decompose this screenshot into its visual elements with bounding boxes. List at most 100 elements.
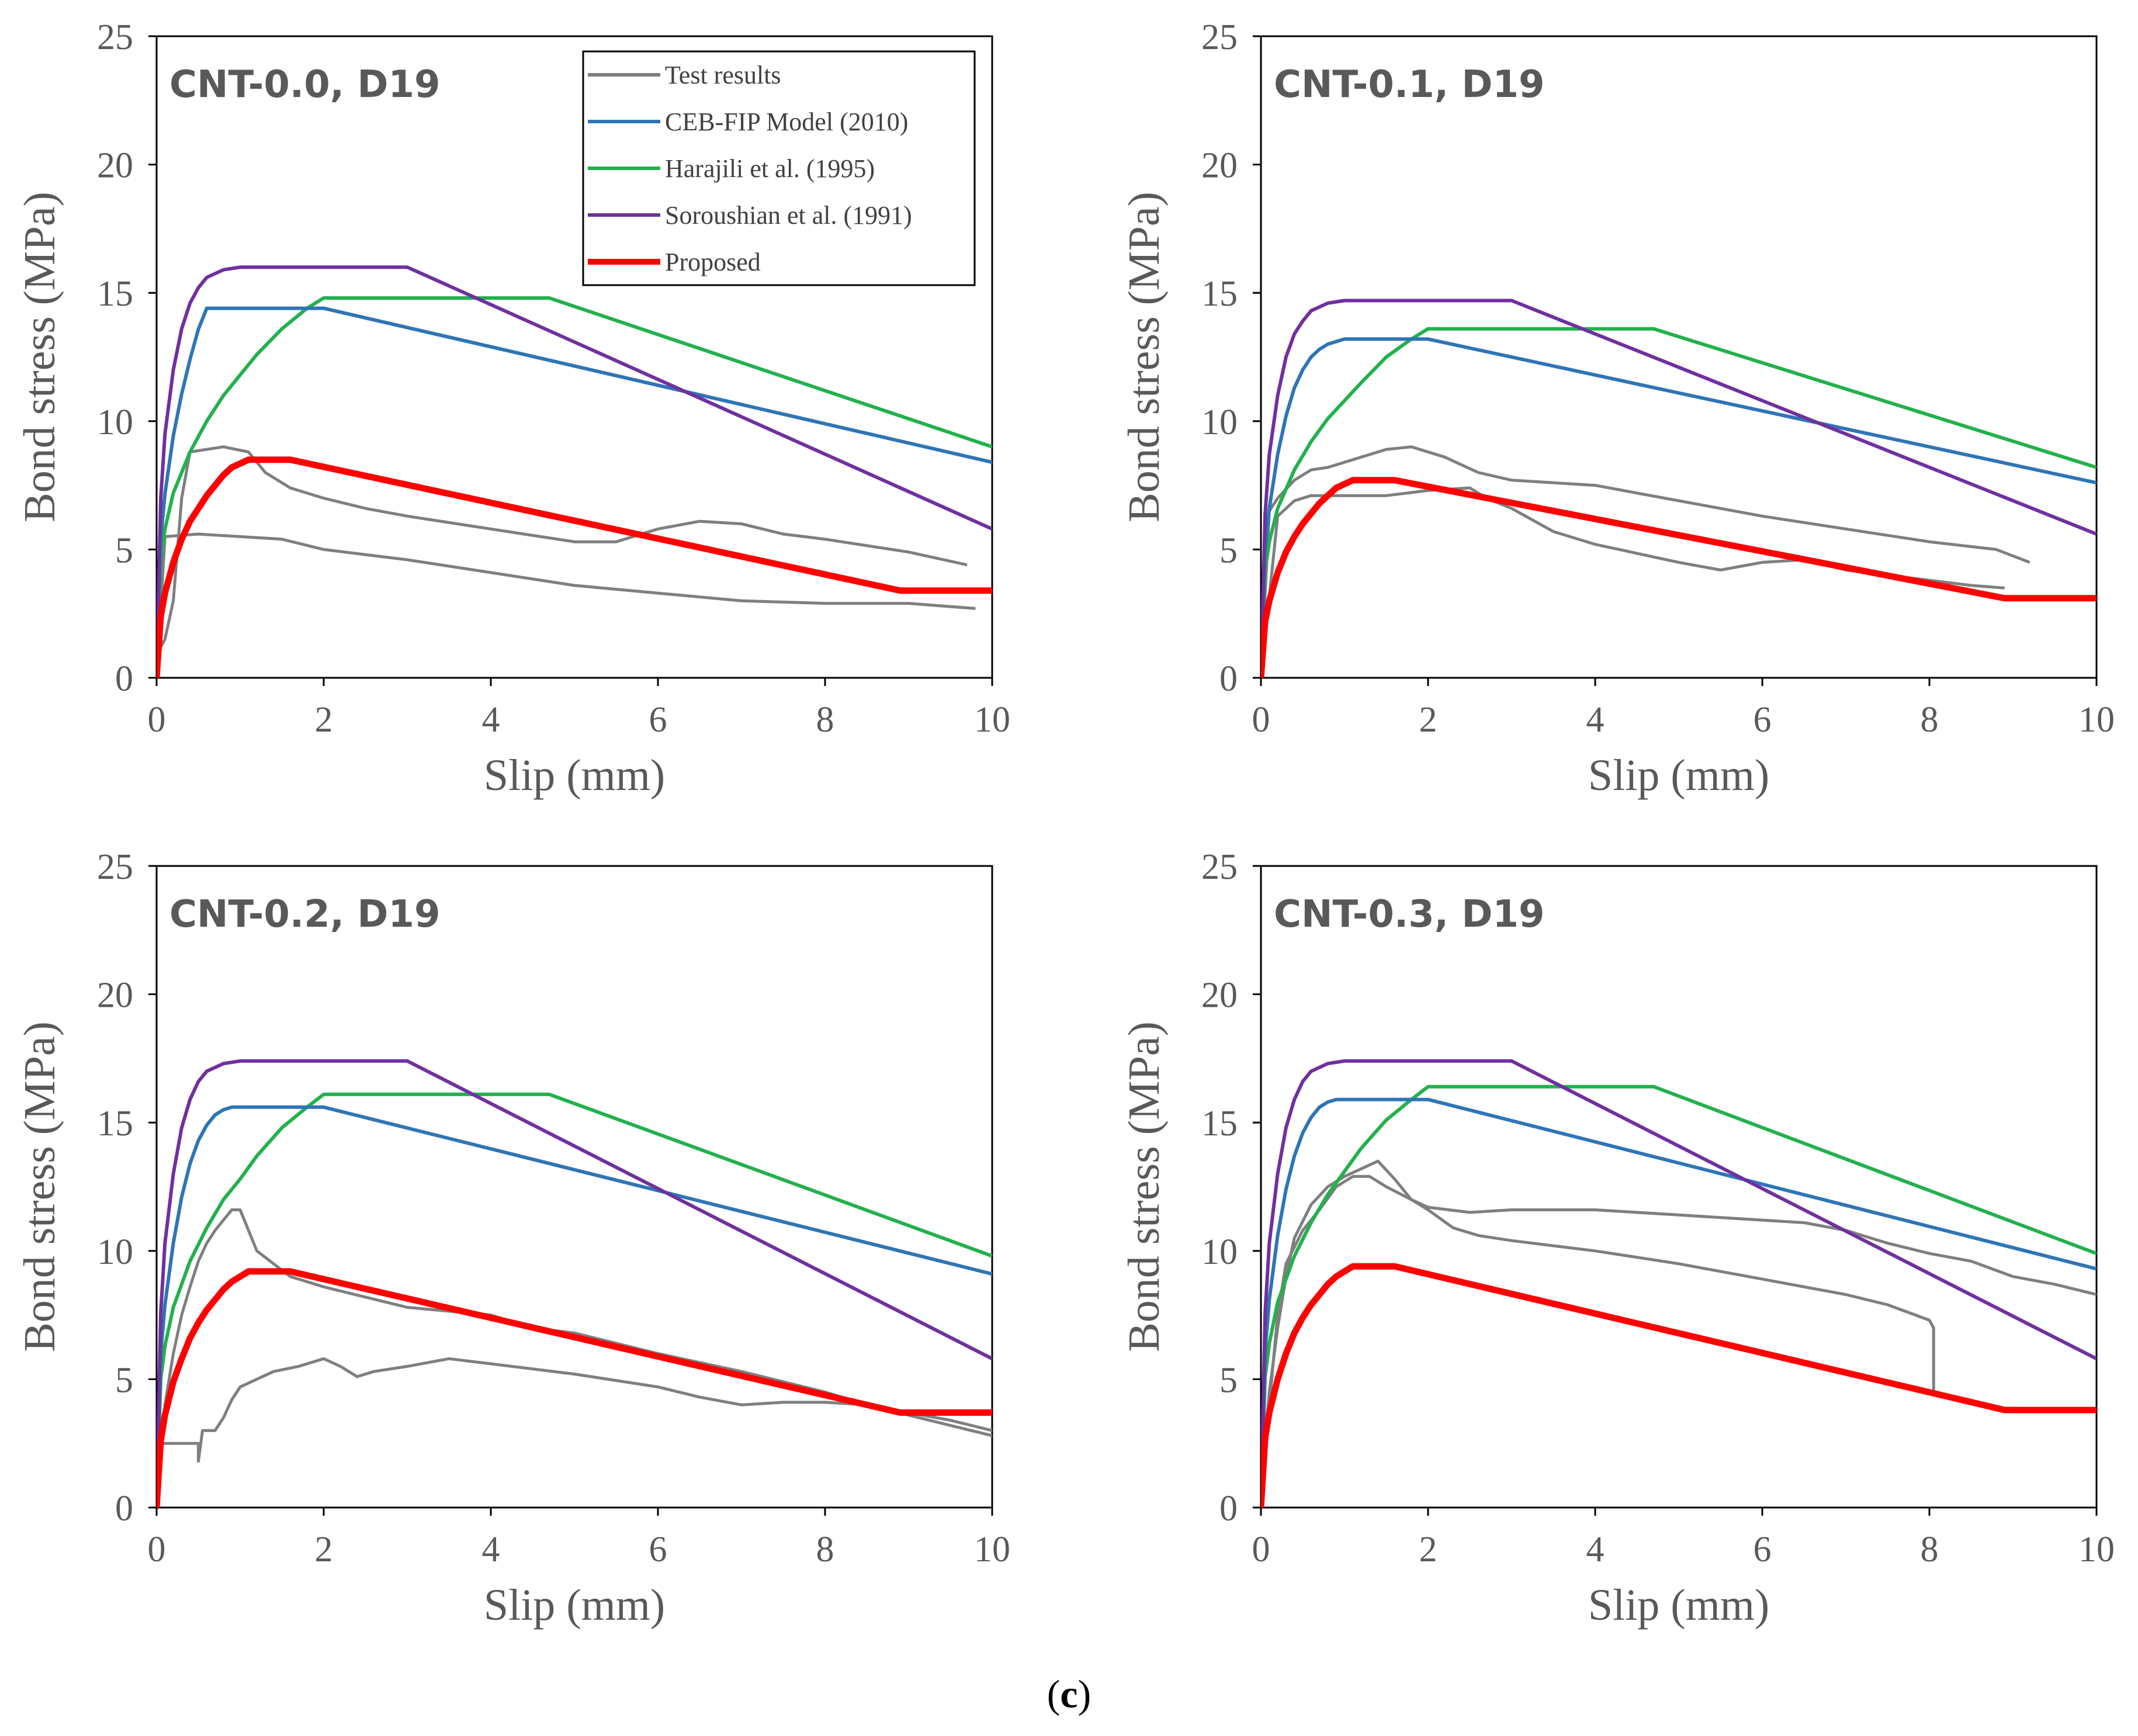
panel-title: CNT-0.1, D19 [1274,63,1545,106]
series-line-harajili [1261,1084,2097,1508]
x-tick-label: 4 [482,700,500,740]
caption-letter: c [1060,1672,1078,1716]
y-tick-label: 0 [1219,1489,1238,1529]
series-line-ceb [1261,337,2097,678]
x-tick-label: 8 [1921,1530,1939,1569]
y-tick-label: 20 [97,976,133,1016]
series-line-proposed [1261,477,2097,678]
x-tick-label: 6 [1754,700,1772,740]
series-line-test [1261,1159,2097,1508]
x-tick-label: 6 [1754,1530,1772,1569]
x-tick-label: 2 [1419,1530,1437,1569]
x-tick-label: 4 [482,1530,500,1569]
y-tick-label: 20 [97,146,133,186]
y-tick-label: 25 [1201,18,1238,57]
y-tick-label: 20 [1201,146,1238,186]
x-tick-label: 2 [315,700,333,740]
panel-title: CNT-0.0, D19 [169,63,441,106]
y-tick-label: 25 [97,847,133,887]
x-tick-label: 10 [974,700,1010,740]
x-axis-title: Slip (mm) [484,751,665,800]
x-tick-label: 0 [1252,700,1270,740]
figure-caption: (c) [1047,1672,1091,1716]
plot-frame [155,865,993,1509]
series-line-harajili [1261,327,2097,678]
x-tick-label: 6 [649,1530,667,1569]
series-line-ceb [157,1105,992,1508]
series-line-test [1261,445,2030,678]
y-tick-label: 20 [1201,976,1238,1016]
chart-panel-1: 0 5 10 15 20 25 0 2 4 6 8 10 Slip (mm) Bond stress (M… [15,18,1010,800]
y-tick-label: 5 [115,531,133,570]
legend-label-proposed: Proposed [665,248,761,276]
chart-panel-4: 0 5 10 15 20 25 0 2 4 6 8 10 Slip (mm) Bond stress (M… [1120,847,2115,1630]
series-line-ceb [1261,1097,2097,1508]
plot-frame [1260,865,2098,1509]
x-tick-label: 10 [974,1530,1010,1569]
x-tick-label: 0 [148,1530,166,1569]
y-tick-label: 15 [97,274,133,314]
x-tick-label: 10 [2078,1530,2115,1569]
series-line-proposed [157,1268,992,1508]
series-line-soroushian [157,1059,992,1508]
series-line-soroushian [1261,1059,2097,1508]
plot-frame [1260,35,2098,679]
y-tick-label: 15 [97,1104,133,1144]
series-line-ceb [157,306,992,678]
x-axis-title: Slip (mm) [1588,751,1769,800]
y-tick-label: 25 [1201,847,1238,887]
y-tick-label: 10 [97,403,133,442]
y-tick-label: 15 [1201,274,1238,314]
y-axis-title: Bond stress (MPa) [1120,1021,1169,1352]
y-tick-label: 15 [1201,1104,1238,1144]
legend-label-ceb: CEB-FIP Model (2010) [665,108,908,136]
y-tick-label: 10 [1201,1232,1238,1272]
series-line-test [157,532,976,678]
y-tick-label: 25 [97,18,133,57]
x-axis-title: Slip (mm) [1588,1581,1769,1630]
x-tick-label: 2 [315,1530,333,1569]
panel-title: CNT-0.2, D19 [169,893,441,936]
y-tick-label: 10 [97,1232,133,1272]
legend-label-test: Test results [665,61,781,89]
x-tick-label: 4 [1586,700,1605,740]
x-tick-label: 8 [816,1530,834,1569]
x-tick-label: 4 [1586,1530,1605,1569]
x-axis-title: Slip (mm) [484,1581,665,1630]
x-tick-label: 0 [148,700,166,740]
series-line-soroushian [1261,299,2097,678]
panel-title: CNT-0.3, D19 [1274,893,1545,936]
chart-panel-2: 0 5 10 15 20 25 0 2 4 6 8 10 Slip (mm) Bond stress (M… [1120,18,2115,800]
plot-frame [155,35,993,679]
y-axis-title: Bond stress (MPa) [1120,192,1169,522]
y-tick-label: 0 [1219,659,1238,699]
series-line-soroushian [157,265,992,678]
series-line-test [1261,486,2005,678]
y-tick-label: 0 [115,659,133,699]
legend: Test results CEB-FIP Model (2010) Harajili… [582,50,976,286]
series-line-test [161,1357,992,1463]
x-tick-label: 10 [2078,700,2115,740]
y-tick-label: 10 [1201,403,1238,442]
x-tick-label: 0 [1252,1530,1270,1569]
series-line-harajili [157,1092,992,1508]
chart-panel-3: 0 5 10 15 20 25 0 2 4 6 8 10 Slip (mm) Bond stress (M… [15,847,1010,1630]
legend-label-soroushian: Soroushian et al. (1991) [665,201,912,230]
y-tick-label: 5 [115,1360,133,1400]
x-tick-label: 6 [649,700,667,740]
y-axis-title: Bond stress (MPa) [15,192,64,522]
series-line-test [157,1208,992,1508]
y-tick-label: 5 [1219,1360,1238,1400]
series-line-test [159,445,968,648]
series-line-test [1261,1174,1935,1508]
series-line-harajili [157,296,992,678]
y-axis-title: Bond stress (MPa) [15,1021,64,1352]
series-line-proposed [157,456,992,678]
x-tick-label: 8 [1921,700,1939,740]
y-tick-label: 5 [1219,531,1238,570]
x-tick-label: 2 [1419,700,1437,740]
y-tick-label: 0 [115,1489,133,1529]
legend-label-harajili: Harajili et al. (1995) [665,154,875,183]
x-tick-label: 8 [816,700,834,740]
